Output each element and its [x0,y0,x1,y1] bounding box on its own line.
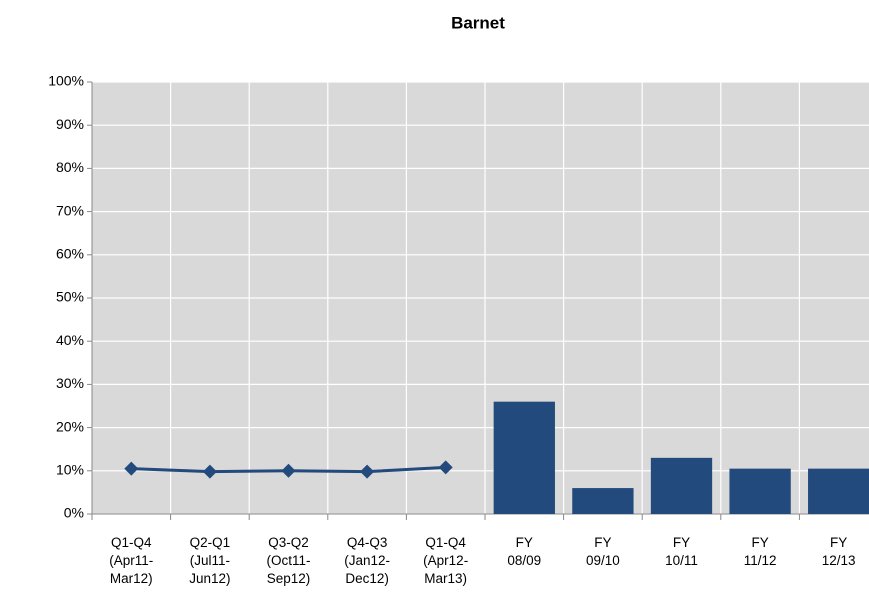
line-marker [281,463,296,478]
x-tick-label: Q1-Q4 (Apr11- Mar12) [109,535,154,586]
y-tick-label: 90% [56,116,84,132]
y-tick-label: 10% [56,462,84,478]
x-tick-label: FY 11/12 [743,535,777,568]
x-tick-label: Q3-Q2 (Oct11- Sep12) [266,535,311,586]
y-tick-label: 40% [56,332,84,348]
x-tick-label: Q4-Q3 (Jan12- Dec12) [344,535,390,586]
line-marker [124,461,139,476]
line-marker [360,464,375,479]
bar [493,401,555,514]
x-tick-label: FY 12/13 [821,535,856,568]
bar [650,457,713,514]
bar [808,468,869,514]
chart-title: Barnet [451,13,505,32]
y-tick-label: 80% [56,159,84,175]
y-tick-label: 100% [48,73,84,89]
line-marker [438,460,453,475]
y-tick-label: 0% [64,505,84,521]
x-tick-label: Q2-Q1 (Jul11- Jun12) [189,535,231,586]
y-tick-label: 20% [56,418,84,434]
x-tick-label: FY 09/10 [585,535,620,568]
x-tick-label: FY 08/09 [507,535,542,568]
y-tick-label: 30% [56,375,84,391]
line-marker [202,464,217,479]
x-tick-label: Q1-Q4 (Apr12- Mar13) [423,535,469,586]
y-tick-label: 60% [56,246,84,262]
bar [572,488,634,514]
y-tick-label: 70% [56,202,84,218]
y-tick-label: 50% [56,289,84,305]
x-tick-label: FY 10/11 [665,535,698,568]
bar [729,468,791,514]
